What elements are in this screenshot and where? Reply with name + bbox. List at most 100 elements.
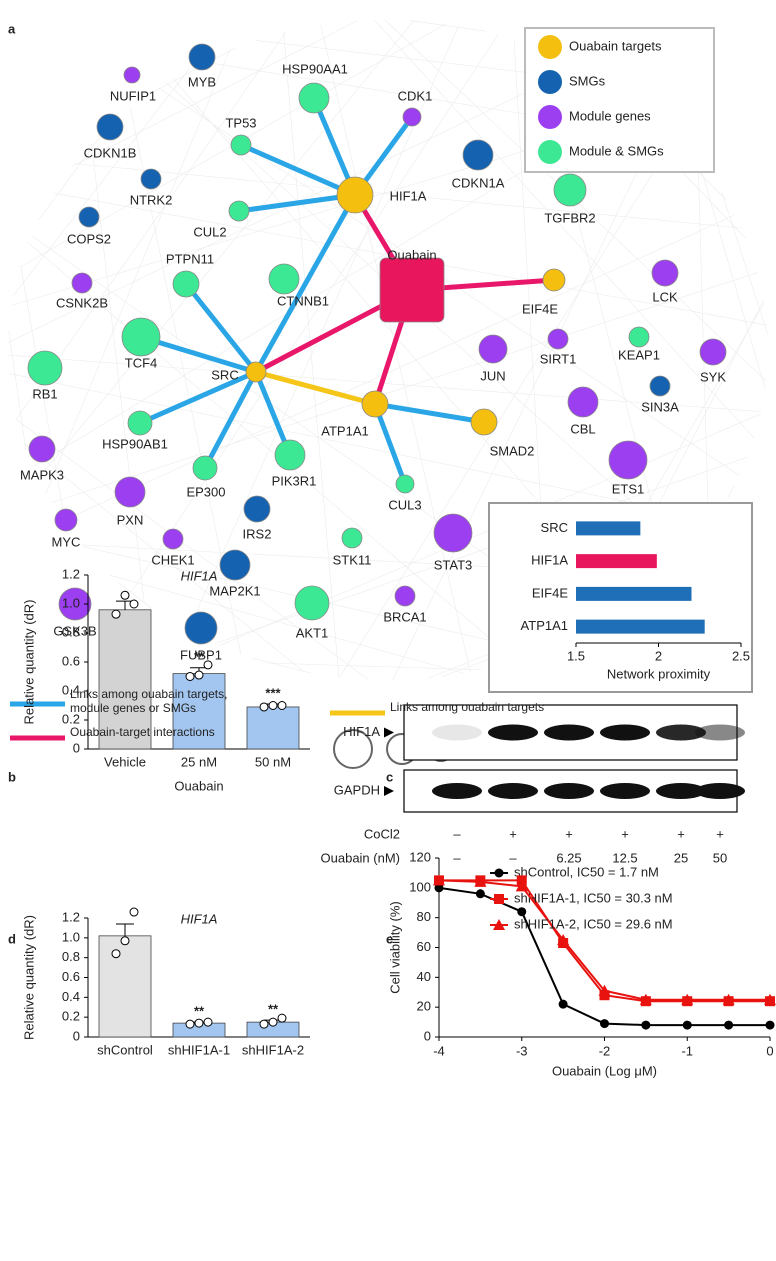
node-label: HSP90AB1 [102,436,168,451]
network-node [96,113,124,141]
y-tick-label: 0.6 [62,969,80,984]
panel-label: a [8,21,16,36]
blot-label: HIF1A [343,724,380,739]
network-node [542,268,566,292]
network-node [649,375,671,397]
background-web [23,442,304,673]
node-label: CDKN1A [452,175,505,190]
x-tick-label: 50 nM [255,754,291,769]
background-web [38,129,106,220]
background-web [727,485,735,499]
data-point [185,672,195,681]
y-tick-label: 80 [417,909,431,924]
data-point [600,1019,609,1029]
legend-label: Module genes [569,108,651,123]
background-web [38,20,414,480]
y-tick-label: 1.0 [62,595,80,610]
blot-arrow [384,727,394,738]
significance: ** [194,649,205,664]
node-label: SIRT1 [540,351,577,366]
significance: ** [194,1004,205,1019]
background-web [8,330,27,450]
blot-row-value: – [509,850,517,865]
x-axis-label: Ouabain [174,778,223,793]
blot-band [544,783,594,799]
data-point [194,1018,204,1028]
network-node [547,328,569,350]
blot-band [544,724,594,741]
network-node [172,270,200,298]
network-node [121,317,161,357]
x-axis-label: Network proximity [607,666,711,681]
node-label: AKT1 [296,625,329,640]
network-node [628,326,650,348]
data-point [194,670,204,680]
data-point [185,1019,195,1029]
y-tick-label: 100 [409,879,431,894]
blot-row-value: + [509,826,517,841]
legend-marker [494,894,504,904]
y-tick-label: 1.2 [62,909,80,924]
data-point [259,1019,269,1029]
network-node [402,107,422,127]
node-label: JUN [480,368,505,383]
blot-band [432,783,482,799]
y-tick-label: 0 [73,740,80,755]
background-web [392,120,662,681]
background-web [45,49,231,494]
node-label: SMAD2 [490,443,535,458]
y-tick-label: HIF1A [531,553,568,568]
network-node [553,173,587,207]
x-tick-label: 1.5 [567,648,585,663]
node-label: PXN [117,512,144,527]
node-label: COPS2 [67,231,111,246]
blot-arrow [384,786,394,796]
network-node [478,334,508,364]
data-point [517,907,527,917]
network-node [433,513,473,553]
background-web [8,373,714,521]
x-tick-label: 0 [766,1043,773,1058]
network-node [114,476,146,508]
network-node [462,139,494,171]
network-node [567,386,599,418]
network-node [28,435,56,463]
data-point [111,949,121,959]
bar [172,673,226,750]
legend-swatch [538,35,562,59]
network-node [123,66,141,84]
node-label: NTRK2 [130,192,173,207]
network-node [243,495,271,523]
node-label: CBL [570,421,595,436]
bar [98,935,152,1038]
significance: ** [268,1002,279,1017]
background-web [117,581,153,610]
network-node [27,350,63,386]
blot-band [656,783,706,799]
network-node [192,455,218,481]
background-web [130,34,499,594]
legend-label: shHIF1A-2, IC50 = 29.6 nM [514,916,673,931]
network-edge [238,192,356,214]
network-node [395,474,415,494]
background-web [267,662,482,671]
background-web [16,31,287,420]
data-point [722,993,735,1005]
blot-row-label: Ouabain (nM) [321,850,400,865]
network-edge [253,193,358,374]
node-label: ETS1 [612,481,645,496]
bar [576,586,692,601]
edge-legend-label: Links among ouabain targets [390,700,545,714]
legend-swatch [538,70,562,94]
background-web [51,272,758,504]
y-tick-label: ATP1A1 [521,618,568,633]
network-node [608,440,648,480]
blot-row-value: + [716,826,724,841]
panel-label: d [8,931,16,946]
node-label: SYK [700,369,726,384]
data-point [515,880,528,892]
network-edge [138,369,258,426]
data-point [433,874,445,886]
data-point [558,999,568,1009]
